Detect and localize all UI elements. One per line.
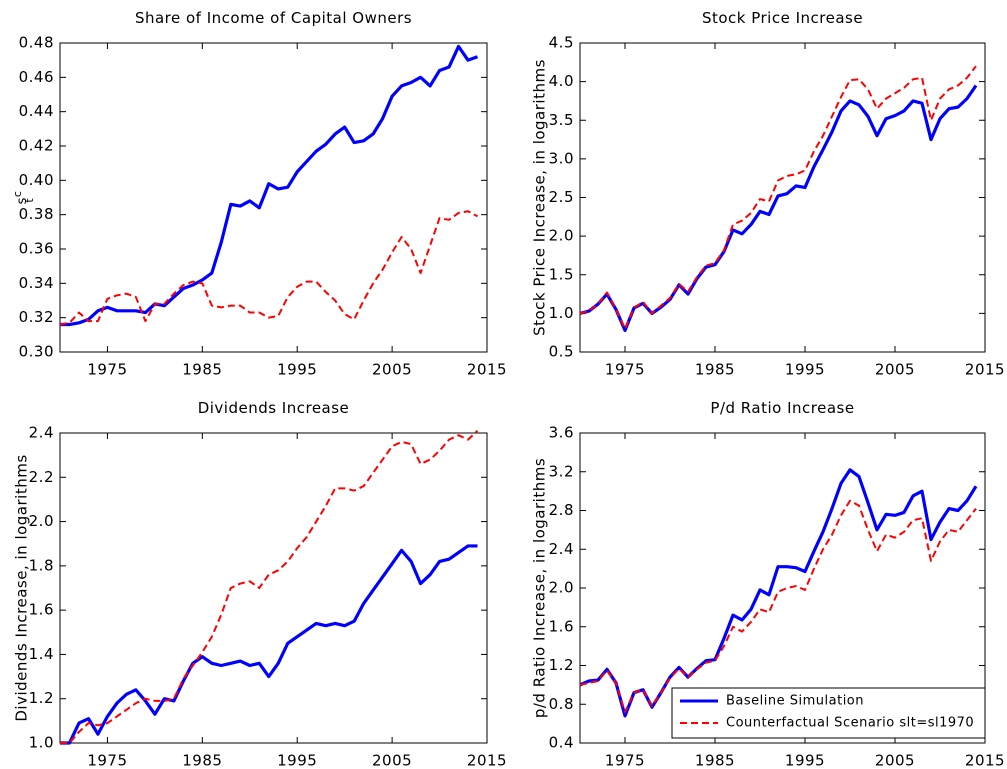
x-tick-label: 1975 — [605, 752, 645, 769]
y-tick-label: 3.5 — [549, 111, 574, 129]
x-tick-label: 2015 — [965, 361, 1005, 379]
y-tick-label: 3.6 — [549, 424, 574, 442]
y-tick-label: 4.0 — [549, 72, 574, 90]
y-tick-label: 0.4 — [549, 734, 574, 752]
plot-frame — [59, 42, 488, 353]
series-line — [579, 468, 978, 718]
series-line — [579, 65, 977, 330]
y-tick-label: 2.5 — [549, 188, 574, 206]
chart-title: Dividends Increase — [198, 399, 350, 417]
x-tick-label: 1995 — [277, 752, 317, 769]
x-tick-label: 2005 — [372, 752, 412, 769]
x-tick-label: 1995 — [785, 361, 825, 379]
y-tick-label: 3.0 — [549, 149, 574, 167]
x-tick-label: 2015 — [467, 361, 507, 379]
y-tick-label: 1.2 — [29, 689, 54, 707]
series-line — [59, 210, 478, 326]
x-tick-label: 2005 — [875, 752, 915, 769]
y-tick-label: 2.0 — [549, 579, 574, 597]
y-tick-label: 4.5 — [549, 34, 574, 52]
y-tick-label: 0.30 — [19, 343, 54, 361]
y-tick-label: 2.4 — [29, 424, 54, 442]
chart-title: Share of Income of Capital Owners — [135, 9, 412, 27]
x-tick-label: 2005 — [372, 361, 412, 379]
legend-box — [671, 687, 986, 739]
y-tick-label: 2.0 — [549, 227, 574, 245]
y-tick-label: 1.0 — [549, 304, 574, 322]
y-tick-label: 0.8 — [549, 695, 574, 713]
x-tick-label: 2015 — [467, 752, 507, 769]
series-line — [579, 499, 977, 713]
x-tick-label: 2005 — [875, 361, 915, 379]
y-tick-label: 0.40 — [19, 171, 54, 189]
x-tick-label: 1985 — [695, 361, 735, 379]
x-tick-label: 2015 — [965, 752, 1005, 769]
x-tick-label: 1975 — [605, 361, 645, 379]
x-tick-label: 1995 — [785, 752, 825, 769]
series-line — [60, 544, 478, 745]
y-axis-label-sup: c — [11, 191, 24, 198]
y-tick-label: 0.44 — [19, 102, 54, 120]
y-tick-label: 1.2 — [549, 656, 574, 674]
panel: P/d Ratio Increase p/d Ratio Increase, in… — [531, 399, 1005, 769]
y-tick-label: 2.2 — [29, 468, 54, 486]
series-line — [579, 84, 978, 332]
x-tick-label: 1995 — [277, 361, 317, 379]
y-tick-label: 1.6 — [29, 601, 54, 619]
y-tick-label: 1.0 — [29, 734, 54, 752]
y-tick-label: 0.42 — [19, 137, 54, 155]
legend-label: Baseline Simulation — [726, 694, 864, 709]
y-axis-label: Stock Price Increase, in logarithms — [531, 59, 549, 336]
y-tick-label: 0.32 — [19, 308, 54, 326]
x-tick-label: 1985 — [182, 361, 222, 379]
y-tick-label: 0.46 — [19, 68, 54, 86]
y-tick-label: 1.4 — [29, 645, 54, 663]
y-axis-label: p/d Ratio Increase, in logarithms — [531, 458, 549, 718]
y-axis-label-sub: t — [23, 198, 36, 203]
y-tick-label: 1.6 — [549, 617, 574, 635]
y-tick-label: 0.5 — [549, 343, 574, 361]
x-tick-label: 1975 — [87, 752, 127, 769]
y-tick-label: 2.8 — [549, 501, 574, 519]
y-tick-label: 0.38 — [19, 205, 54, 223]
y-tick-label: 2.0 — [29, 512, 54, 530]
y-tick-label: 0.34 — [19, 274, 54, 292]
x-tick-label: 1985 — [695, 752, 735, 769]
y-tick-label: 0.48 — [19, 34, 54, 52]
panel: Share of Income of Capital Owners sct 0.30… — [11, 9, 507, 379]
legend-label: Counterfactual Scenario slt=sl1970 — [726, 716, 974, 731]
y-tick-label: 2.4 — [549, 540, 574, 558]
x-tick-label: 1985 — [182, 752, 222, 769]
y-tick-label: 1.8 — [29, 556, 54, 574]
chart-title: P/d Ratio Increase — [710, 399, 854, 417]
y-tick-label: 3.2 — [549, 462, 574, 480]
y-axis-label: sct — [11, 191, 36, 205]
plot-frame — [59, 432, 488, 744]
y-tick-label: 1.5 — [549, 265, 574, 283]
y-axis-label-base: s — [15, 197, 30, 204]
panel: Stock Price Increase Stock Price Increase… — [531, 9, 1005, 379]
series-line — [60, 430, 479, 744]
panel: Dividends Increase Dividends Increase, in… — [13, 399, 507, 769]
x-tick-label: 1975 — [87, 361, 127, 379]
series-line — [60, 44, 479, 327]
y-axis-label: Dividends Increase, in logarithms — [13, 454, 31, 721]
y-tick-label: 0.36 — [19, 240, 54, 258]
chart-title: Stock Price Increase — [702, 9, 863, 27]
